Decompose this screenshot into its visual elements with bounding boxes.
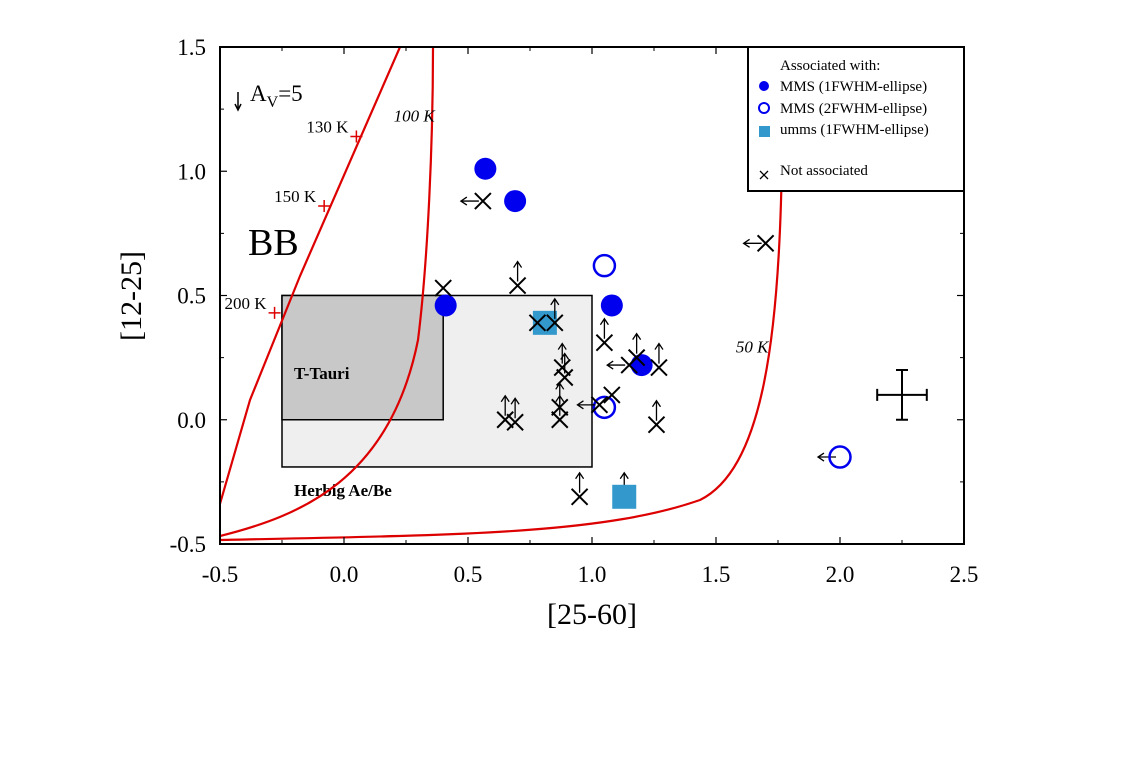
legend-entry-2: MMS (2FWHM-ellipse) xyxy=(780,101,927,117)
legend-entry-3: umms (1FWHM-ellipse) xyxy=(780,122,929,138)
temperature-curve-50k xyxy=(220,149,784,542)
temperature-tick-marker xyxy=(268,306,281,319)
limit-arrow-up xyxy=(560,352,570,374)
x-tick-label: 0.0 xyxy=(330,562,359,587)
point-not-associated xyxy=(570,488,589,506)
legend-filled-circle-marker xyxy=(759,81,769,91)
legend-cross-marker xyxy=(759,170,769,180)
extinction-label: AV=5 xyxy=(250,81,303,111)
legend: Associated with: MMS (1FWHM-ellipse) MMS… xyxy=(747,46,965,192)
limit-arrow-up xyxy=(632,332,642,354)
limit-arrow-left xyxy=(576,400,596,410)
x-tick-label: 2.0 xyxy=(826,562,855,587)
legend-entry-4: Not associated xyxy=(780,163,868,179)
point-not-associated xyxy=(756,234,775,253)
limit-arrow-left xyxy=(606,360,626,370)
limit-arrow-up xyxy=(550,297,560,319)
error-bar xyxy=(876,369,928,421)
limit-arrow-up xyxy=(654,342,664,364)
point-not-associated xyxy=(508,276,527,295)
legend-title: Associated with: xyxy=(780,58,880,74)
limit-arrow-up xyxy=(557,342,567,364)
temperature-label: 130 K xyxy=(306,117,349,136)
temperature-label: 200 K xyxy=(225,294,268,313)
temperature-tick-marker xyxy=(318,200,331,213)
ticks-layer: -0.5 0.0 0.5 1.0 1.5 2.0 2.5 -0.5 0.0 0.5 1.0 1.5 xyxy=(170,35,979,587)
point-not-associated xyxy=(595,334,614,352)
limit-arrow-left xyxy=(742,238,762,248)
point-mms-2fwhm xyxy=(592,395,617,420)
limit-arrow-up xyxy=(500,394,510,416)
point-umms xyxy=(612,484,637,509)
x-tick-label: 2.5 xyxy=(950,562,979,587)
point-not-associated xyxy=(551,411,569,429)
annotations-layer: 130 K 150 K 200 K 100 K 50 K xyxy=(225,92,770,357)
point-mms-1fwhm xyxy=(504,190,527,213)
limit-arrow-up xyxy=(575,471,585,493)
limit-arrow-up xyxy=(555,394,565,416)
x-tick-label: 1.5 xyxy=(702,562,731,587)
limit-arrow-up xyxy=(510,397,520,419)
point-not-associated xyxy=(434,279,452,297)
temperature-tick-marker xyxy=(350,130,363,143)
point-not-associated xyxy=(627,348,646,367)
x-tick-label: -0.5 xyxy=(202,562,238,587)
point-not-associated xyxy=(496,411,514,429)
legend-box xyxy=(747,46,965,192)
point-not-associated xyxy=(603,386,621,404)
y-tick-label: 1.5 xyxy=(177,35,206,60)
temperature-curve-100k xyxy=(220,47,435,538)
legend-open-circle-marker xyxy=(758,102,770,114)
limit-arrow-left xyxy=(816,452,836,462)
y-tick-label: -0.5 xyxy=(170,532,206,557)
point-mms-1fwhm xyxy=(630,354,653,377)
blackbody-curve xyxy=(220,47,402,508)
limit-arrow-up xyxy=(651,399,662,421)
legend-square-marker xyxy=(759,126,770,137)
point-mms-1fwhm xyxy=(600,294,623,317)
chart-annotations: BB AV=5 xyxy=(248,81,303,264)
point-mms-1fwhm xyxy=(474,157,497,180)
limit-arrow-up xyxy=(599,317,609,339)
plot-frame xyxy=(219,46,965,545)
point-mms-2fwhm xyxy=(592,253,617,278)
region-t-tauri xyxy=(281,294,444,421)
point-not-associated xyxy=(474,192,492,210)
point-not-associated xyxy=(647,416,666,434)
region-label-herbig-ae-be: Herbig Ae/Be xyxy=(294,481,392,500)
point-not-associated xyxy=(528,314,547,332)
limit-arrow-left xyxy=(459,196,479,206)
x-tick-label: 1.0 xyxy=(578,562,607,587)
x-axis-label: [25-60] xyxy=(547,598,637,631)
point-not-associated xyxy=(650,358,668,377)
point-not-associated xyxy=(553,358,571,377)
region-label-t-tauri: T-Tauri xyxy=(294,364,350,383)
legend-entry-1: MMS (1FWHM-ellipse) xyxy=(780,79,927,95)
point-mms-1fwhm xyxy=(434,294,457,317)
y-tick-label: 0.5 xyxy=(177,284,206,309)
curves-layer xyxy=(220,47,784,542)
x-tick-label: 0.5 xyxy=(454,562,483,587)
point-mms-2fwhm xyxy=(828,445,852,469)
point-not-associated xyxy=(590,396,609,414)
y-tick-label: 1.0 xyxy=(177,159,206,184)
temperature-label: 150 K xyxy=(274,187,317,206)
y-axis-label: [12-25] xyxy=(115,251,148,341)
extinction-arrow xyxy=(234,92,242,112)
bb-label: BB xyxy=(248,222,299,264)
point-not-associated xyxy=(546,314,564,332)
y-tick-label: 0.0 xyxy=(177,408,206,433)
limit-arrow-up xyxy=(513,260,523,282)
curve-label-100k: 100 K xyxy=(394,107,437,126)
point-not-associated xyxy=(506,413,524,431)
curve-label-50k: 50 K xyxy=(736,338,770,357)
points-layer xyxy=(434,157,928,509)
